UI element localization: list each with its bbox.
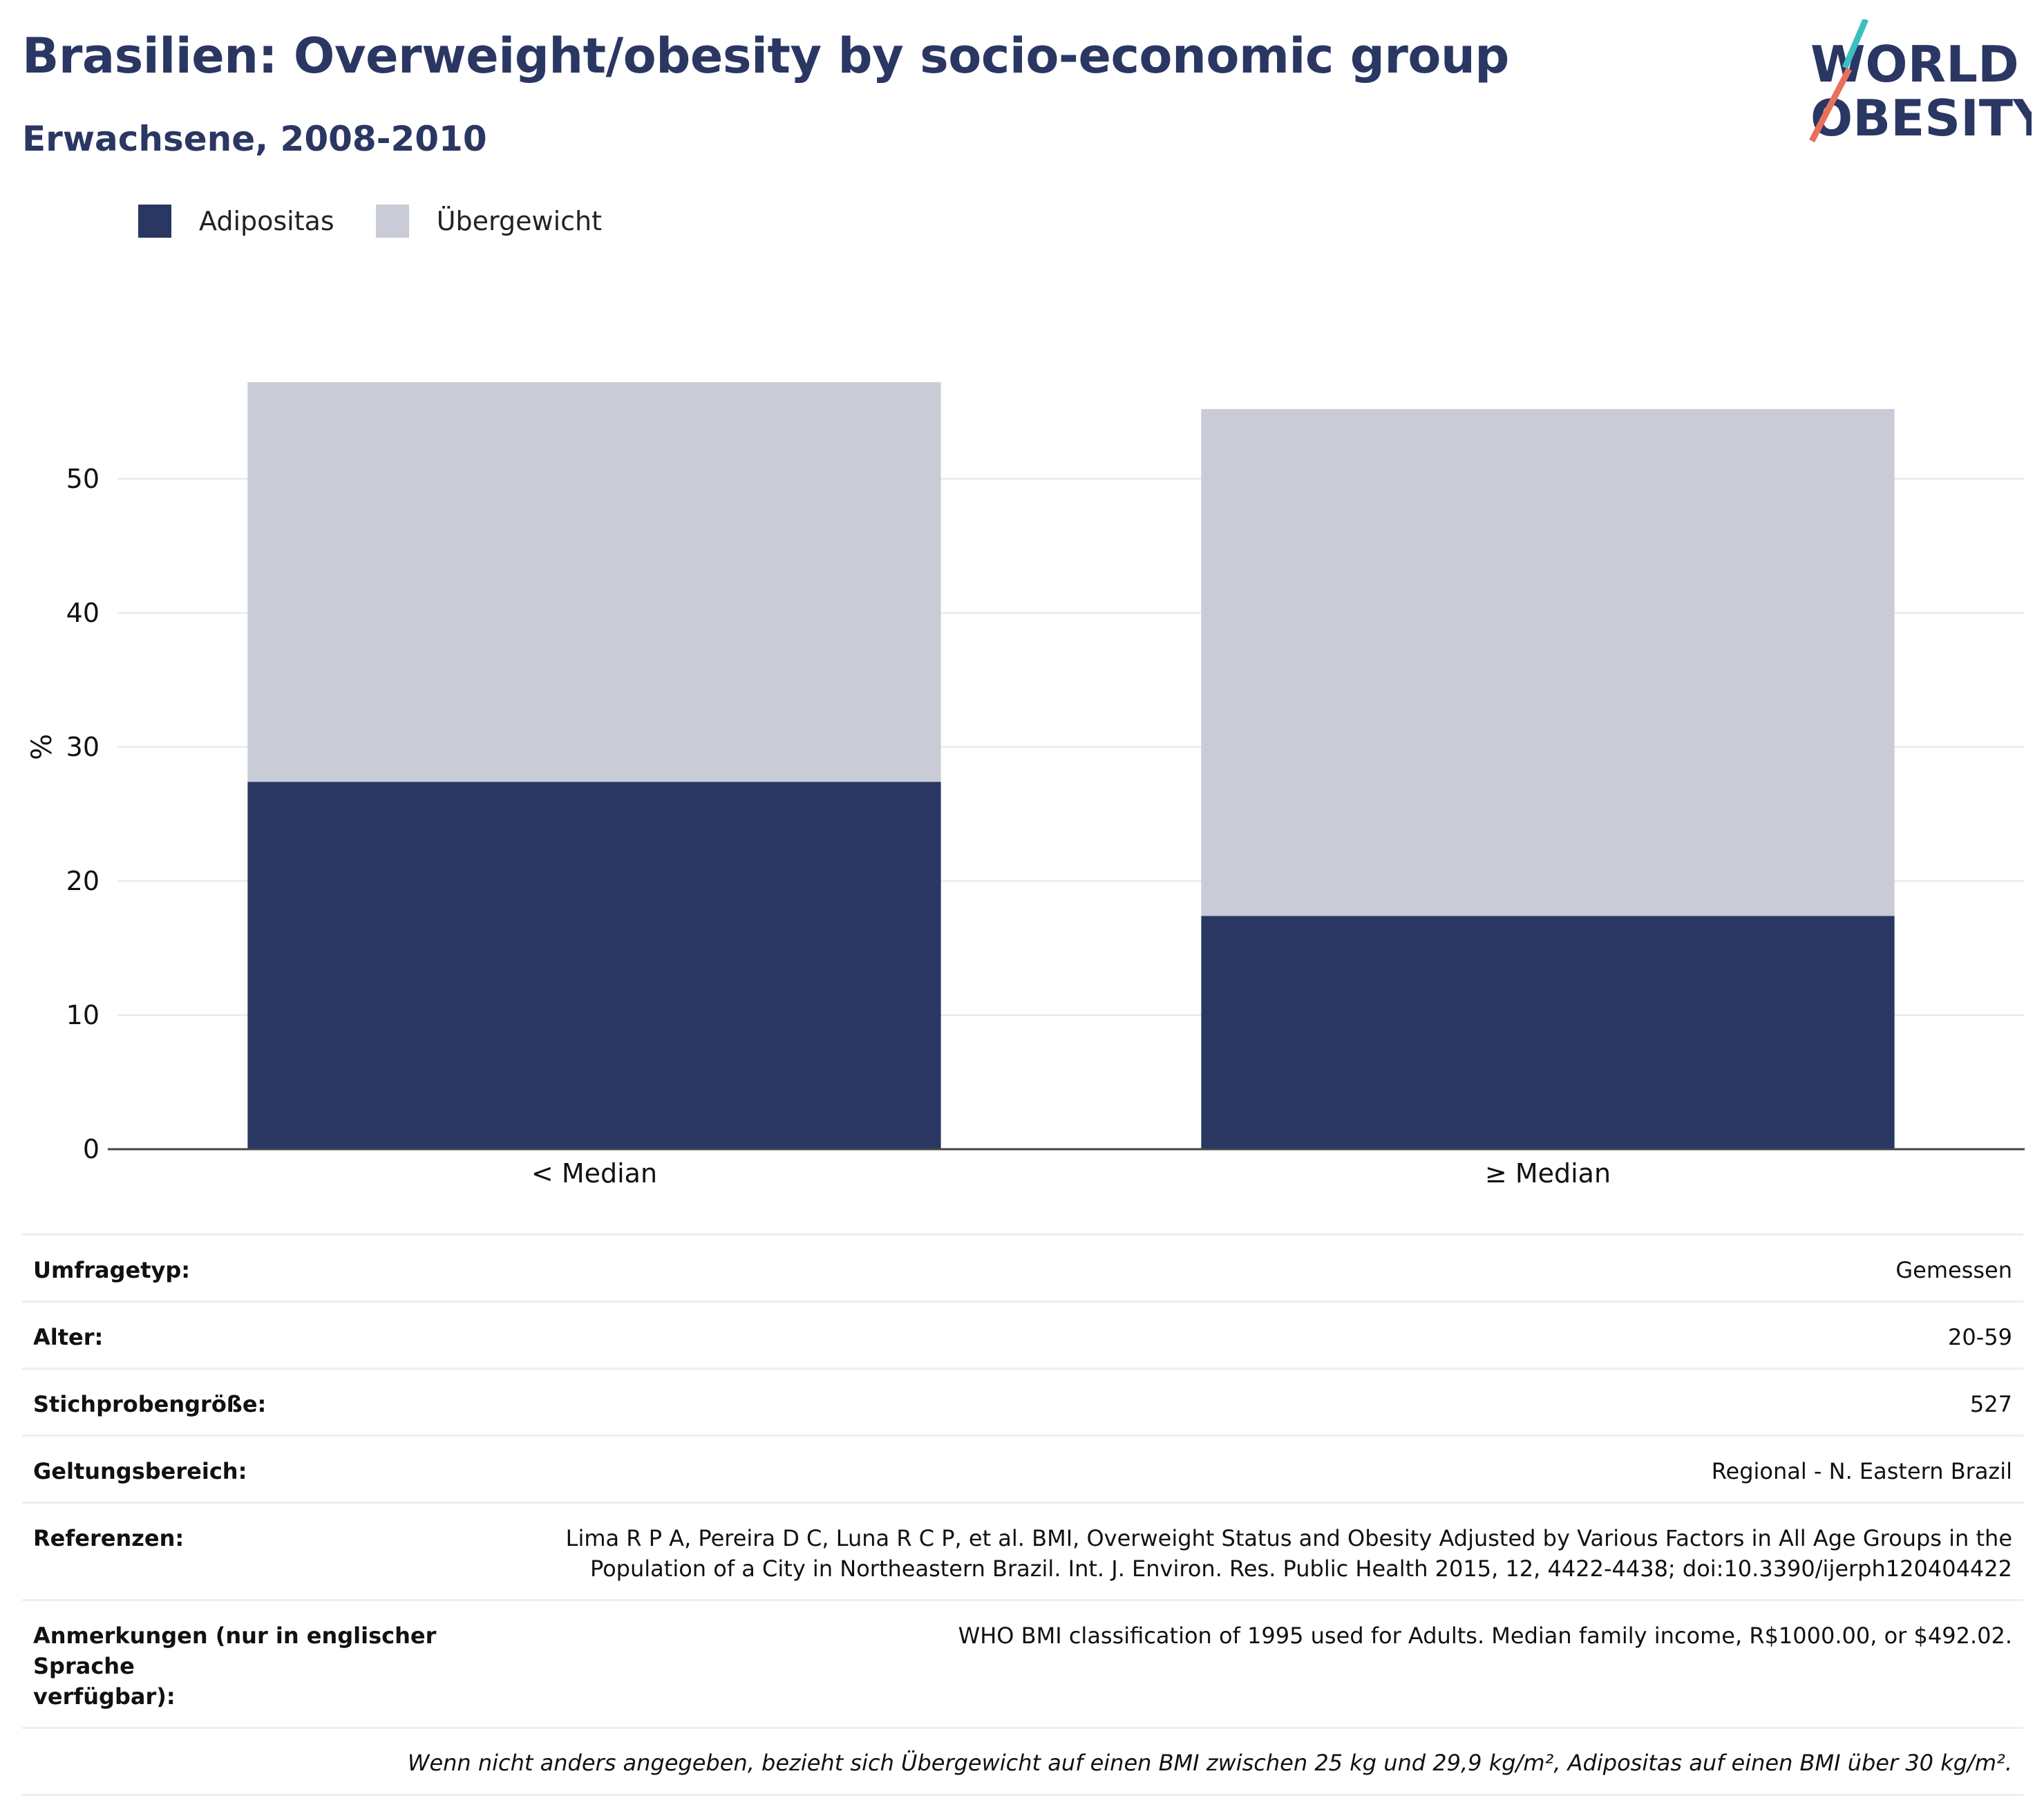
logo-teal-stroke — [1842, 19, 1869, 69]
info-value: 20-59 — [1948, 1324, 2012, 1350]
info-key: Anmerkungen (nur in englischer Sprache v… — [33, 1620, 531, 1712]
info-key: Geltungsbereich: — [33, 1458, 247, 1484]
legend-swatch-adipositas — [138, 205, 171, 238]
legend-label-adipositas: Adipositas — [199, 206, 334, 236]
y-tick-label: 40 — [66, 598, 100, 628]
y-tick-label: 10 — [66, 1000, 100, 1030]
info-row-sample-size: Stichprobengröße: 527 — [22, 1368, 2023, 1435]
x-tick-label: < Median — [531, 1158, 657, 1189]
y-tick-label: 30 — [66, 732, 100, 762]
info-value: Gemessen — [1895, 1257, 2012, 1283]
y-tick-label: 0 — [83, 1134, 100, 1164]
world-obesity-logo: WORLD OBESITY — [1809, 19, 2032, 147]
y-tick-label: 50 — [66, 464, 100, 494]
info-key: Alter: — [33, 1324, 104, 1350]
page-title: Brasilien: Overweight/obesity by socio-e… — [22, 28, 1509, 84]
info-row-survey-type: Umfragetyp: Gemessen — [22, 1233, 2023, 1301]
legend-item-uebergewicht[interactable]: Übergewicht — [375, 205, 602, 238]
x-tick-label: ≥ Median — [1485, 1158, 1611, 1189]
info-value: Regional - N. Eastern Brazil — [1711, 1458, 2012, 1484]
info-key: Umfragetyp: — [33, 1257, 191, 1283]
page-subtitle: Erwachsene, 2008-2010 — [22, 119, 487, 159]
info-table: Umfragetyp: Gemessen Alter: 20-59 Stichp… — [22, 1233, 2023, 1796]
legend-swatch-uebergewicht — [375, 205, 409, 238]
bar-uebergewicht-1 — [1201, 408, 1895, 916]
y-axis-label: % — [26, 734, 58, 760]
info-value: 527 — [1969, 1391, 2012, 1417]
info-row-age: Alter: 20-59 — [22, 1301, 2023, 1368]
notes-key-line-2: verfügbar): — [33, 1683, 176, 1710]
info-value: Lima R P A, Pereira D C, Luna R C P, et … — [566, 1523, 2012, 1584]
info-key: Stichprobengröße: — [33, 1391, 267, 1417]
info-row-scope: Geltungsbereich: Regional - N. Eastern B… — [22, 1435, 2023, 1502]
footnote: Wenn nicht anders angegeben, bezieht sic… — [22, 1727, 2023, 1796]
chart-legend: Adipositas Übergewicht — [138, 205, 643, 238]
info-row-notes: Anmerkungen (nur in englischer Sprache v… — [22, 1599, 2023, 1727]
bar-adipositas-0 — [247, 782, 941, 1149]
legend-item-adipositas[interactable]: Adipositas — [138, 205, 334, 238]
y-tick-label: 20 — [66, 866, 100, 896]
bar-adipositas-1 — [1201, 916, 1895, 1149]
bar-uebergewicht-0 — [247, 382, 941, 782]
reference-line-2: Population of a City in Northeastern Bra… — [589, 1556, 2012, 1582]
legend-label-uebergewicht: Übergewicht — [436, 206, 602, 236]
stacked-bar-chart: 0 10 20 30 40 50% < Median ≥ Median — [26, 382, 2025, 1189]
notes-key-line-1: Anmerkungen (nur in englischer Sprache — [33, 1623, 437, 1679]
info-value: WHO BMI classification of 1995 used for … — [958, 1623, 2012, 1649]
logo-coral-stroke — [1809, 67, 1852, 143]
info-key: Referenzen: — [33, 1525, 184, 1551]
logo-line2: OBESITY — [1810, 89, 2032, 147]
info-row-references: Referenzen: Lima R P A, Pereira D C, Lun… — [22, 1502, 2023, 1599]
reference-line-1: Lima R P A, Pereira D C, Luna R C P, et … — [565, 1525, 2012, 1551]
